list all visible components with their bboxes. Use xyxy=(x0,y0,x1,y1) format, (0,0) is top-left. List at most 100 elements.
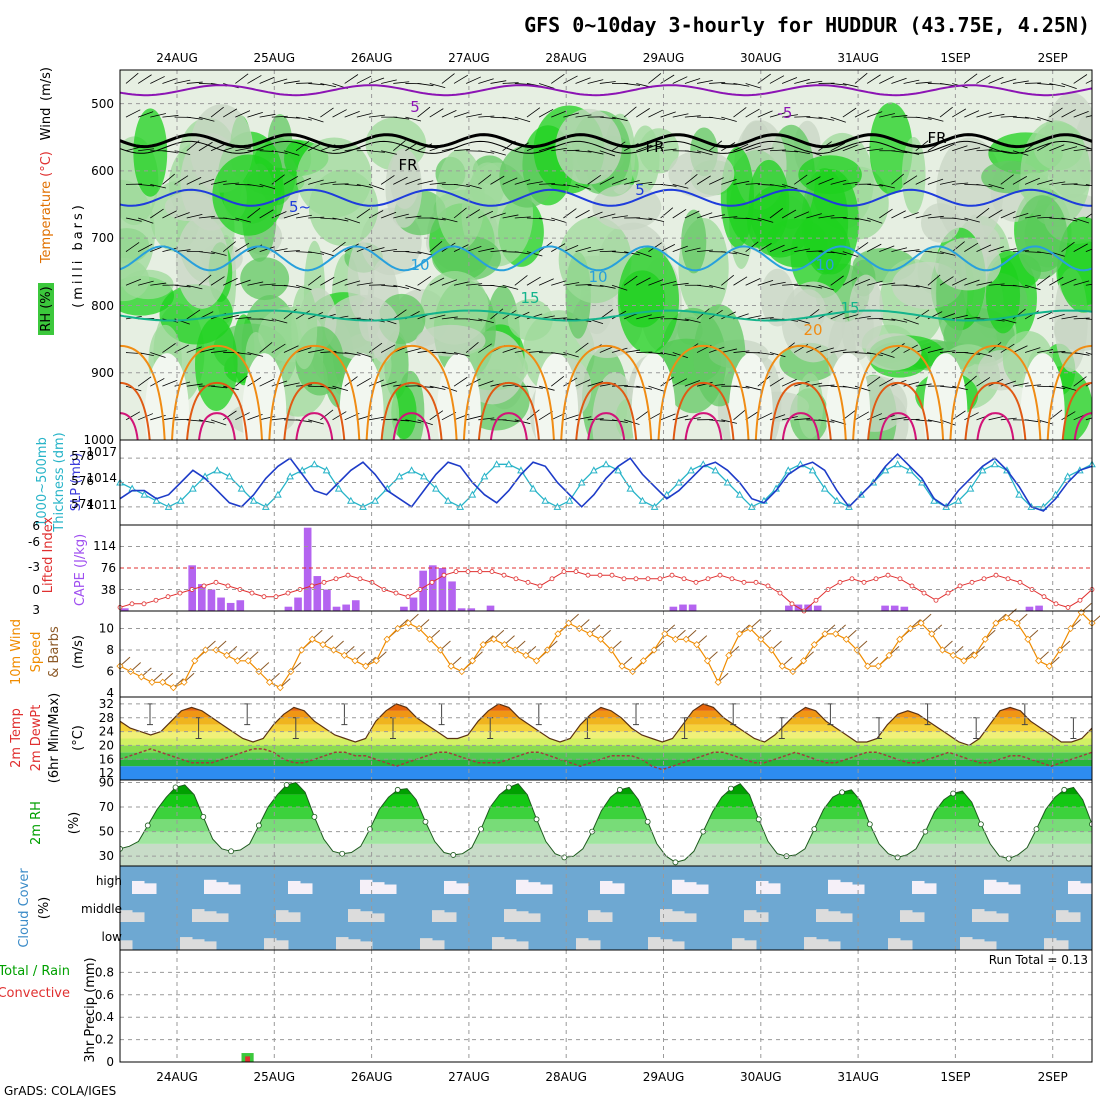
isotherm-30 xyxy=(198,412,236,440)
wind-speed-point xyxy=(404,619,412,627)
wind-barb xyxy=(247,352,264,357)
wind-barb xyxy=(782,114,798,118)
p5-ytick: 16 xyxy=(99,752,114,766)
wind-barb xyxy=(1061,352,1078,354)
wind-barb xyxy=(745,182,762,185)
cloud-cell xyxy=(204,911,217,922)
wind-barb xyxy=(867,280,883,286)
wind-barb xyxy=(1073,110,1089,118)
wind-barb xyxy=(125,109,141,118)
wind-barb xyxy=(453,183,470,187)
wind-barb xyxy=(563,75,578,84)
cloud-cell xyxy=(384,884,397,894)
panel-frame xyxy=(119,949,1093,1063)
thickness-point xyxy=(407,466,416,474)
wind-barb xyxy=(964,217,980,223)
wind-barb xyxy=(551,352,568,356)
wind-barb xyxy=(976,352,993,357)
wind-barb xyxy=(259,318,276,322)
wind-barb xyxy=(356,112,373,118)
cloud-cell xyxy=(672,941,685,950)
isotherm-25 xyxy=(283,381,346,440)
cloud-cell xyxy=(972,909,985,922)
wind-barb xyxy=(417,251,434,256)
lifted-index-point xyxy=(705,576,711,582)
wind-barb xyxy=(441,109,457,118)
wind-barb xyxy=(308,179,324,185)
wind-barb xyxy=(733,143,749,152)
p6-ytick: 90 xyxy=(99,775,114,789)
wind-barb xyxy=(538,108,554,118)
bottom-date-label: 29AUG xyxy=(643,1070,685,1084)
wind-barb xyxy=(939,143,955,152)
wind-barb xyxy=(891,150,908,154)
wind-barb xyxy=(356,282,373,286)
lifted-index-point xyxy=(969,579,975,585)
wind-barb xyxy=(684,150,701,154)
rh-band xyxy=(120,819,1092,832)
wind-barb xyxy=(891,210,906,219)
p2-slp-tick: 1011 xyxy=(86,498,117,512)
cape-bar xyxy=(813,605,822,611)
wind-barb xyxy=(745,315,762,320)
isotherm-25 xyxy=(867,381,930,440)
lifted-index-point xyxy=(129,601,135,607)
wind-barb xyxy=(1037,251,1054,255)
p8-ytick: 0.4 xyxy=(95,1010,114,1024)
wind-barb xyxy=(429,108,444,118)
rh-shade-50 xyxy=(920,203,960,243)
wind-barb xyxy=(575,342,589,353)
p2-thickness-tick: 574 xyxy=(71,497,94,511)
cloud-cell xyxy=(852,884,865,894)
wind-barb xyxy=(405,116,422,122)
wind-barb xyxy=(781,77,798,84)
p1-mb-label: (milli bars) xyxy=(71,202,86,308)
wind-barb xyxy=(867,183,884,187)
p8-ytick: 0.8 xyxy=(95,965,114,979)
lifted-index-point xyxy=(789,601,795,607)
cloud-cell xyxy=(1056,940,1069,950)
isotherm-20 xyxy=(120,344,166,440)
rh-shade-50 xyxy=(865,333,922,371)
lifted-index-line xyxy=(119,571,1093,612)
p8-ytick: 0 xyxy=(106,1055,114,1069)
wind-barb xyxy=(429,241,443,252)
cloud-cell xyxy=(972,939,985,950)
thickness-point xyxy=(1015,490,1023,498)
thickness-point xyxy=(504,460,513,468)
wind-barb xyxy=(952,277,967,286)
wind-barb xyxy=(308,216,325,219)
p5-unit-label: (°C) xyxy=(71,725,86,751)
top-date-label: 2SEP xyxy=(1038,51,1068,65)
wind-barb xyxy=(830,275,844,286)
wind-barb xyxy=(454,148,471,152)
cloud-cell xyxy=(192,909,205,922)
wind-barb xyxy=(611,347,628,353)
rh-band xyxy=(120,843,1092,866)
wind-barb xyxy=(490,116,507,119)
wind-barb xyxy=(453,376,468,387)
temp-band xyxy=(120,766,1092,780)
wind-speed-point xyxy=(938,646,947,654)
wind-barb xyxy=(1049,351,1066,353)
cloud-cell xyxy=(828,941,841,950)
thickness-point xyxy=(893,460,902,468)
wind-barb xyxy=(308,251,325,255)
wind-barb xyxy=(283,212,300,219)
wind-barb xyxy=(842,83,859,88)
wind-barb xyxy=(672,183,689,189)
wind-barb xyxy=(344,217,361,224)
isotherm-25 xyxy=(672,381,735,440)
cloud-cell xyxy=(456,883,469,894)
wind-barb xyxy=(308,275,322,286)
wind-barb xyxy=(684,78,701,84)
wind-barb xyxy=(417,275,432,286)
rh-shade-50 xyxy=(848,274,884,349)
lifted-index-point xyxy=(1005,576,1011,582)
wind-barb xyxy=(879,378,894,387)
wind-barb xyxy=(259,76,275,84)
wind-barb xyxy=(879,282,896,286)
isotherm-25 xyxy=(477,381,540,440)
wind-barb xyxy=(915,383,932,387)
p4-ytick: 4 xyxy=(106,686,114,700)
